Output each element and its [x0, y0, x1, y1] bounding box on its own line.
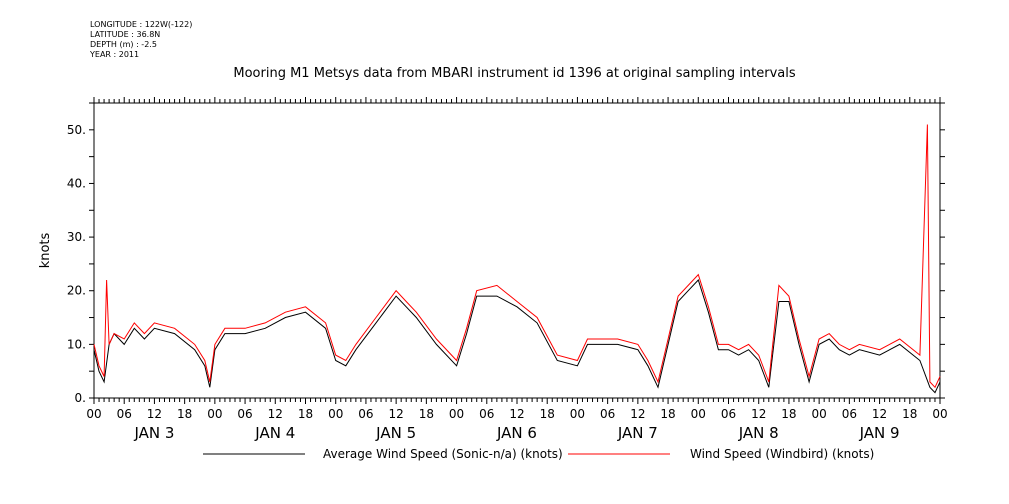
x-tick-label: 18	[298, 407, 313, 421]
y-tick-label: 50.	[67, 123, 86, 137]
x-tick-label: 06	[721, 407, 736, 421]
day-label: JAN 3	[133, 424, 174, 442]
x-tick-label: 06	[117, 407, 132, 421]
x-tick-label: 12	[268, 407, 283, 421]
x-tick-label: 18	[781, 407, 796, 421]
x-tick-label: 00	[449, 407, 464, 421]
day-label: JAN 5	[375, 424, 416, 442]
x-tick-label: 00	[932, 407, 947, 421]
depth-label: DEPTH (m) : -2.5	[90, 40, 157, 49]
chart-title: Mooring M1 Metsys data from MBARI instru…	[233, 66, 796, 81]
legend-label-1: Average Wind Speed (Sonic-n/a) (knots)	[323, 447, 563, 461]
y-tick-label: 0.	[75, 391, 86, 405]
longitude-label: LONGITUDE : 122W(-122)	[90, 20, 193, 29]
x-tick-label: 00	[812, 407, 827, 421]
x-tick-label: 00	[207, 407, 222, 421]
y-tick-label: 20.	[67, 284, 86, 298]
x-tick-label: 18	[540, 407, 555, 421]
day-label: JAN 6	[496, 424, 537, 442]
day-label: JAN 4	[254, 424, 295, 442]
x-tick-label: 06	[479, 407, 494, 421]
x-tick-label: 06	[600, 407, 615, 421]
x-tick-label: 12	[509, 407, 524, 421]
x-tick-label: 00	[328, 407, 343, 421]
year-label: YEAR : 2011	[90, 50, 140, 59]
legend-label-2: Wind Speed (Windbird) (knots)	[690, 447, 874, 461]
series-line-2	[93, 124, 941, 389]
x-tick-label: 18	[660, 407, 675, 421]
y-tick-label: 10.	[67, 337, 86, 351]
metadata-block: LONGITUDE : 122W(-122) LATITUDE : 36.8N …	[90, 20, 192, 60]
x-tick-label: 12	[751, 407, 766, 421]
x-tick-label: 00	[570, 407, 585, 421]
day-label: JAN 8	[738, 424, 779, 442]
x-tick-label: 00	[86, 407, 101, 421]
x-tick-label: 12	[389, 407, 404, 421]
x-tick-label: 18	[177, 407, 192, 421]
x-tick-label: 18	[902, 407, 917, 421]
x-tick-label: 12	[147, 407, 162, 421]
x-tick-label: 00	[691, 407, 706, 421]
day-label: JAN 7	[617, 424, 658, 442]
series-line-1	[93, 279, 941, 394]
x-tick-label: 12	[630, 407, 645, 421]
x-tick-label: 12	[872, 407, 887, 421]
x-tick-label: 06	[358, 407, 373, 421]
x-tick-label: 06	[842, 407, 857, 421]
x-tick-label: 18	[419, 407, 434, 421]
day-label: JAN 9	[859, 424, 900, 442]
y-tick-label: 30.	[67, 230, 86, 244]
y-axis-label: knots	[38, 232, 53, 268]
latitude-label: LATITUDE : 36.8N	[90, 30, 161, 39]
y-tick-label: 40.	[67, 176, 86, 190]
x-tick-label: 06	[237, 407, 252, 421]
